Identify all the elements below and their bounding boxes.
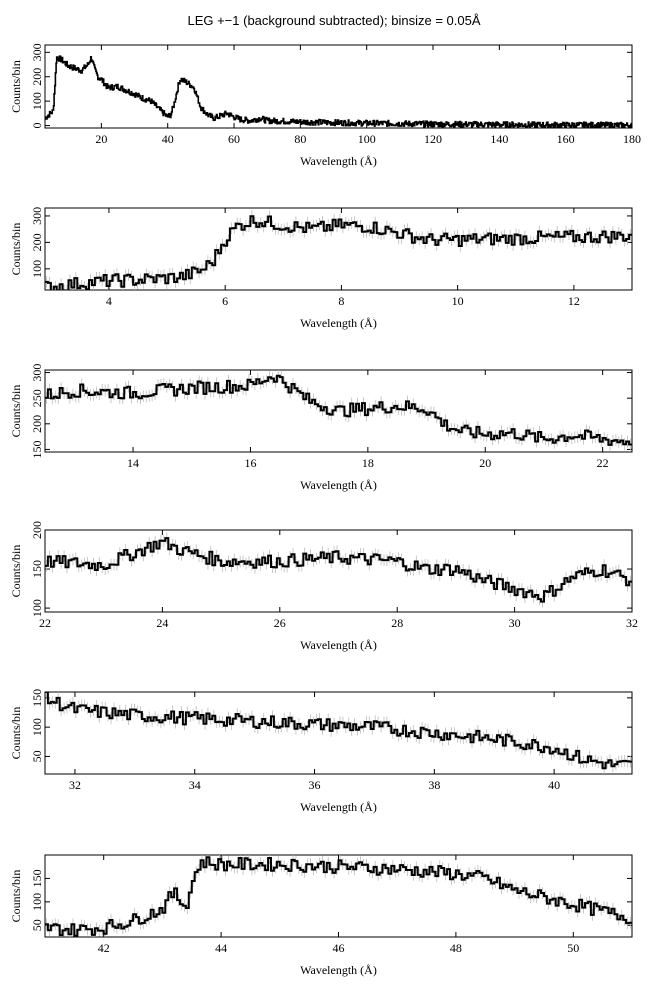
x-axis-label: Wavelength (Å): [300, 638, 377, 652]
plot-area: [45, 210, 632, 290]
x-tick-label: 140: [490, 132, 508, 146]
error-bars: [46, 370, 631, 451]
chart-panel-4: 22 24 26 28 30 32 100 150 200 Wavelength (Å) Count…: [9, 521, 638, 652]
x-tick-label: 6: [222, 294, 228, 308]
y-tick-label: 100: [30, 260, 44, 278]
x-tick-label: 32: [69, 778, 81, 792]
y-axis-label: Counts/bin: [9, 870, 23, 923]
y-tick-label: 100: [30, 893, 44, 911]
x-axis-label: Wavelength (Å): [300, 800, 377, 814]
x-tick-label: 44: [215, 941, 227, 955]
spectrum-line: [45, 856, 632, 937]
chart-panel-3: 14 16 18 20 22 150 200 250 300 Wavelength (Å) Coun…: [9, 364, 633, 492]
x-tick-label: 30: [509, 616, 521, 630]
y-tick-label: 150: [30, 689, 44, 707]
chart-panel-2: 4 6 8 10 12 100 200 300 Wavelength (Å) Counts/bin: [9, 207, 633, 330]
chart-panel-5: 32 34 36 38 40 50 100 150 Wavelength (Å) Counts/b…: [9, 689, 633, 814]
error-bars: [46, 692, 631, 774]
y-tick-label: 100: [30, 599, 44, 617]
x-tick-label: 40: [162, 132, 174, 146]
y-axis-label: Counts/bin: [9, 60, 23, 113]
x-tick-label: 10: [452, 294, 464, 308]
y-tick-label: 150: [30, 440, 44, 458]
y-tick-label: 200: [30, 415, 44, 433]
y-tick-label: 200: [30, 68, 44, 86]
plot-frame: [44, 369, 633, 453]
x-tick-label: 24: [156, 616, 168, 630]
y-tick-label: 50: [30, 919, 44, 931]
x-axis-label: Wavelength (Å): [300, 154, 377, 168]
plot-area: [45, 855, 632, 937]
x-tick-label: 80: [294, 132, 306, 146]
x-tick-label: 36: [309, 778, 321, 792]
chart-panel-1: 20 40 60 80 100 120 140 160 180 0 100 200 300 Wavelen…: [9, 43, 641, 168]
y-tick-label: 200: [30, 521, 44, 539]
x-axis-label: Wavelength (Å): [300, 963, 377, 977]
x-tick-label: 48: [450, 941, 462, 955]
x-tick-label: 16: [244, 456, 256, 470]
y-tick-label: 0: [30, 123, 44, 129]
plot-frame: [44, 529, 633, 613]
spectrum-line: [45, 374, 632, 446]
x-tick-label: 50: [567, 941, 579, 955]
y-tick-label: 300: [30, 207, 44, 225]
y-tick-label: 100: [30, 718, 44, 736]
y-tick-label: 200: [30, 233, 44, 251]
x-tick-label: 34: [189, 778, 201, 792]
spectrum-line: [45, 537, 632, 603]
x-tick-label: 40: [548, 778, 560, 792]
y-axis-label: Counts/bin: [9, 223, 23, 276]
x-tick-label: 42: [98, 941, 110, 955]
x-tick-label: 12: [568, 294, 580, 308]
y-tick-label: 150: [30, 869, 44, 887]
x-tick-label: 20: [479, 456, 491, 470]
spectrum-line: [45, 215, 632, 290]
x-tick-label: 8: [338, 294, 344, 308]
x-tick-label: 18: [362, 456, 374, 470]
y-tick-label: 300: [30, 364, 44, 382]
x-tick-label: 46: [333, 941, 345, 955]
plot-frame: [44, 207, 633, 291]
chart-panel-6: 42 44 46 48 50 50 100 150 Wavelength (Å) Counts/b…: [9, 854, 633, 977]
x-tick-label: 100: [358, 132, 376, 146]
plot-frame: [44, 44, 633, 129]
x-tick-label: 14: [127, 456, 139, 470]
x-tick-label: 160: [557, 132, 575, 146]
y-tick-label: 100: [30, 92, 44, 110]
x-tick-label: 28: [391, 616, 403, 630]
x-tick-label: 180: [623, 132, 641, 146]
plot-frame: [44, 691, 633, 775]
x-tick-label: 22: [39, 616, 51, 630]
y-tick-label: 250: [30, 389, 44, 407]
x-tick-label: 60: [228, 132, 240, 146]
spectrum-line: [45, 692, 632, 770]
y-tick-label: 300: [30, 43, 44, 61]
x-tick-label: 32: [626, 616, 638, 630]
x-tick-label: 22: [597, 456, 609, 470]
plot-area: [45, 692, 632, 774]
figure-title: LEG +−1 (background subtracted); binsize…: [187, 13, 480, 28]
plot-area: [45, 370, 632, 451]
x-tick-label: 38: [428, 778, 440, 792]
y-tick-label: 50: [30, 750, 44, 762]
y-axis-label: Counts/bin: [9, 385, 23, 438]
y-axis-label: Counts/bin: [9, 707, 23, 760]
panels: 20 40 60 80 100 120 140 160 180 0 100 200 300 Wavelen…: [9, 43, 641, 977]
error-bars: [46, 532, 631, 608]
y-tick-label: 150: [30, 560, 44, 578]
x-axis-label: Wavelength (Å): [300, 478, 377, 492]
y-axis-label: Counts/bin: [9, 545, 23, 598]
plot-area: [45, 532, 632, 608]
x-tick-label: 20: [95, 132, 107, 146]
x-tick-label: 120: [424, 132, 442, 146]
x-tick-label: 4: [106, 294, 112, 308]
plot-area: [45, 55, 632, 128]
x-axis-label: Wavelength (Å): [300, 316, 377, 330]
spectrum-line: [45, 55, 632, 128]
x-tick-label: 26: [274, 616, 286, 630]
